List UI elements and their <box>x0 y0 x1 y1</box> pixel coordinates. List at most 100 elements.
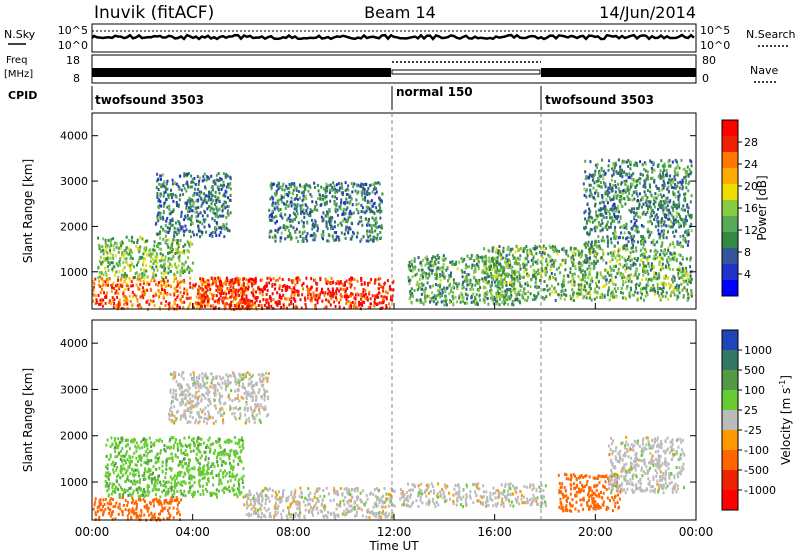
heatmap-cell <box>378 182 381 186</box>
heatmap-cell <box>463 270 466 274</box>
heatmap-cell <box>505 261 508 265</box>
heatmap-cell <box>650 176 653 180</box>
heatmap-cell <box>340 231 343 235</box>
heatmap-cell <box>159 192 162 196</box>
heatmap-cell <box>647 207 649 211</box>
heatmap-cell <box>584 270 587 274</box>
heatmap-cell <box>589 267 592 271</box>
heatmap-cell <box>308 214 310 217</box>
heatmap-cell <box>630 235 633 239</box>
heatmap-cell <box>226 276 228 280</box>
heatmap-cell <box>546 284 549 288</box>
heatmap-cell <box>179 239 182 243</box>
heatmap-cell <box>541 246 544 250</box>
heatmap-cell <box>121 268 124 272</box>
heatmap-cell <box>486 267 489 271</box>
heatmap-cell <box>200 204 203 208</box>
heatmap-cell <box>293 217 296 221</box>
heatmap-cell <box>183 280 186 284</box>
heatmap-cell <box>685 215 687 219</box>
heatmap-cell <box>565 252 568 256</box>
heatmap-cell <box>492 297 495 301</box>
heatmap-cell <box>349 294 352 298</box>
heatmap-cell <box>684 181 687 185</box>
heatmap-cell <box>373 212 376 215</box>
heatmap-cell <box>585 296 588 300</box>
nave-tick-bottom: 0 <box>702 72 709 85</box>
heatmap-cell <box>551 263 554 267</box>
heatmap-cell <box>197 182 200 186</box>
heatmap-cell <box>302 221 305 225</box>
heatmap-cell <box>543 297 546 300</box>
heatmap-cell <box>253 282 256 286</box>
heatmap-cell <box>234 291 237 295</box>
heatmap-cell <box>195 219 198 223</box>
heatmap-cell <box>166 226 169 230</box>
heatmap-cell <box>185 173 187 177</box>
heatmap-cell <box>684 230 687 234</box>
heatmap-cell <box>612 172 615 176</box>
heatmap-cell <box>171 242 174 246</box>
heatmap-cell <box>502 250 505 254</box>
heatmap-cell <box>369 306 372 309</box>
heatmap-cell <box>662 283 664 287</box>
heatmap-cell <box>621 276 624 280</box>
heatmap-cell <box>296 197 299 201</box>
heatmap-cell <box>485 276 488 280</box>
heatmap-cell <box>559 296 562 300</box>
heatmap-cell <box>569 246 572 250</box>
heatmap-cell <box>678 225 681 229</box>
heatmap-cell <box>564 293 567 297</box>
heatmap-cell <box>572 299 575 302</box>
heatmap-cell <box>563 297 566 301</box>
heatmap-cell <box>320 197 323 201</box>
heatmap-cell <box>220 177 223 181</box>
heatmap-cell <box>589 229 592 233</box>
heatmap-cell <box>189 185 192 189</box>
heatmap-cell <box>604 207 606 211</box>
heatmap-cell <box>105 243 108 247</box>
heatmap-cell <box>201 283 204 286</box>
heatmap-cell <box>551 290 554 294</box>
heatmap-cell <box>233 304 236 307</box>
heatmap-cell <box>643 237 646 241</box>
heatmap-cell <box>630 226 633 230</box>
heatmap-cell <box>563 279 566 282</box>
noise-tick-left-top: 10^5 <box>58 24 88 37</box>
heatmap-cell <box>380 209 383 213</box>
heatmap-cell <box>501 283 504 287</box>
heatmap-cell <box>635 179 638 183</box>
heatmap-cell <box>215 228 218 231</box>
heatmap-cell <box>191 242 194 246</box>
heatmap-cell <box>615 170 618 174</box>
heatmap-cell <box>164 230 167 234</box>
heatmap-cell <box>674 186 677 190</box>
heatmap-cell <box>156 214 159 218</box>
heatmap-cell <box>216 197 219 201</box>
heatmap-cell <box>186 249 189 253</box>
heatmap-cell <box>195 233 198 237</box>
heatmap-cell <box>269 213 272 217</box>
heatmap-cell <box>581 269 584 273</box>
heatmap-cell <box>597 208 600 212</box>
heatmap-cell <box>172 210 175 213</box>
heatmap-cell <box>669 243 672 247</box>
heatmap-cell <box>152 262 155 265</box>
heatmap-cell <box>121 251 124 255</box>
heatmap-cell <box>361 194 364 198</box>
heatmap-cell <box>445 298 448 302</box>
heatmap-cell <box>551 244 554 248</box>
heatmap-cell <box>306 287 309 291</box>
heatmap-cell <box>190 269 193 273</box>
heatmap-cell <box>272 277 275 281</box>
heatmap-cell <box>689 258 692 262</box>
heatmap-cell <box>189 201 192 205</box>
heatmap-cell <box>618 195 621 199</box>
heatmap-cell <box>523 261 526 265</box>
heatmap-cell <box>602 207 605 210</box>
heatmap-cell <box>186 297 189 301</box>
heatmap-cell <box>271 235 274 239</box>
heatmap-cell <box>250 291 253 295</box>
heatmap-cell <box>661 217 664 221</box>
heatmap-cell <box>535 260 537 264</box>
